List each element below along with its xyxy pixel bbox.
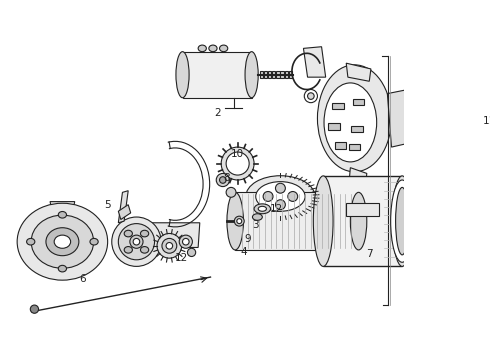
Ellipse shape xyxy=(313,176,333,266)
Ellipse shape xyxy=(198,45,206,51)
Text: 12: 12 xyxy=(270,204,283,214)
Ellipse shape xyxy=(54,235,71,248)
Text: 12: 12 xyxy=(175,253,188,263)
Ellipse shape xyxy=(234,216,244,226)
Ellipse shape xyxy=(304,90,318,103)
Ellipse shape xyxy=(226,152,249,175)
Ellipse shape xyxy=(31,215,94,268)
Ellipse shape xyxy=(124,230,132,237)
Ellipse shape xyxy=(176,51,189,98)
Text: 6: 6 xyxy=(80,274,86,284)
Ellipse shape xyxy=(130,235,143,248)
Ellipse shape xyxy=(124,247,132,253)
Text: 3: 3 xyxy=(252,220,259,230)
Text: 10: 10 xyxy=(231,149,244,159)
Ellipse shape xyxy=(258,206,267,211)
Ellipse shape xyxy=(157,234,182,258)
Ellipse shape xyxy=(256,182,305,211)
Bar xyxy=(323,176,402,266)
Ellipse shape xyxy=(46,228,79,256)
Ellipse shape xyxy=(141,230,148,237)
Ellipse shape xyxy=(237,219,242,224)
Text: 5: 5 xyxy=(104,200,111,210)
Ellipse shape xyxy=(318,65,392,172)
Ellipse shape xyxy=(209,45,217,51)
Polygon shape xyxy=(150,223,200,247)
Ellipse shape xyxy=(216,174,229,186)
Ellipse shape xyxy=(245,51,258,98)
Ellipse shape xyxy=(58,211,67,218)
Bar xyxy=(260,71,263,78)
Text: 11: 11 xyxy=(483,116,490,126)
Ellipse shape xyxy=(119,224,154,260)
Ellipse shape xyxy=(324,83,377,162)
Bar xyxy=(351,126,363,132)
Polygon shape xyxy=(50,202,75,213)
Bar xyxy=(285,71,288,78)
Bar xyxy=(353,99,365,105)
Bar xyxy=(235,192,359,250)
Ellipse shape xyxy=(254,204,270,214)
Bar xyxy=(289,71,292,78)
Ellipse shape xyxy=(26,238,35,245)
Ellipse shape xyxy=(391,180,414,262)
Ellipse shape xyxy=(275,200,285,210)
Ellipse shape xyxy=(220,177,226,183)
Text: 9: 9 xyxy=(244,234,251,244)
Polygon shape xyxy=(303,47,326,77)
Ellipse shape xyxy=(288,192,298,201)
Ellipse shape xyxy=(350,192,367,250)
Bar xyxy=(328,123,340,130)
Bar xyxy=(349,144,360,150)
Ellipse shape xyxy=(188,248,196,257)
Text: 2: 2 xyxy=(214,108,220,117)
Ellipse shape xyxy=(162,238,177,253)
Polygon shape xyxy=(346,63,371,81)
Ellipse shape xyxy=(90,238,98,245)
Ellipse shape xyxy=(226,188,236,197)
Bar xyxy=(182,51,252,98)
Ellipse shape xyxy=(166,243,172,249)
Polygon shape xyxy=(119,191,128,223)
Ellipse shape xyxy=(246,176,315,217)
Ellipse shape xyxy=(133,238,140,245)
Ellipse shape xyxy=(179,235,193,248)
Ellipse shape xyxy=(30,305,39,313)
Ellipse shape xyxy=(221,147,254,180)
Polygon shape xyxy=(349,168,367,190)
Ellipse shape xyxy=(112,217,161,266)
Bar xyxy=(280,71,284,78)
Polygon shape xyxy=(388,90,410,147)
Bar xyxy=(276,71,280,78)
Ellipse shape xyxy=(252,214,262,220)
Bar xyxy=(335,142,346,149)
Bar xyxy=(346,203,379,216)
Bar xyxy=(272,71,275,78)
Polygon shape xyxy=(119,205,131,220)
Text: 8: 8 xyxy=(223,174,230,183)
Bar xyxy=(332,103,344,109)
Ellipse shape xyxy=(220,45,228,51)
Ellipse shape xyxy=(395,188,409,255)
Text: 4: 4 xyxy=(240,247,246,257)
Text: 7: 7 xyxy=(366,249,372,259)
Ellipse shape xyxy=(308,93,314,99)
Ellipse shape xyxy=(263,192,273,201)
Bar xyxy=(264,71,267,78)
Ellipse shape xyxy=(17,203,108,280)
Ellipse shape xyxy=(392,176,412,266)
Bar xyxy=(268,71,271,78)
Ellipse shape xyxy=(58,265,67,272)
Ellipse shape xyxy=(182,238,189,245)
Ellipse shape xyxy=(141,247,148,253)
Ellipse shape xyxy=(227,192,244,250)
Ellipse shape xyxy=(275,183,285,193)
